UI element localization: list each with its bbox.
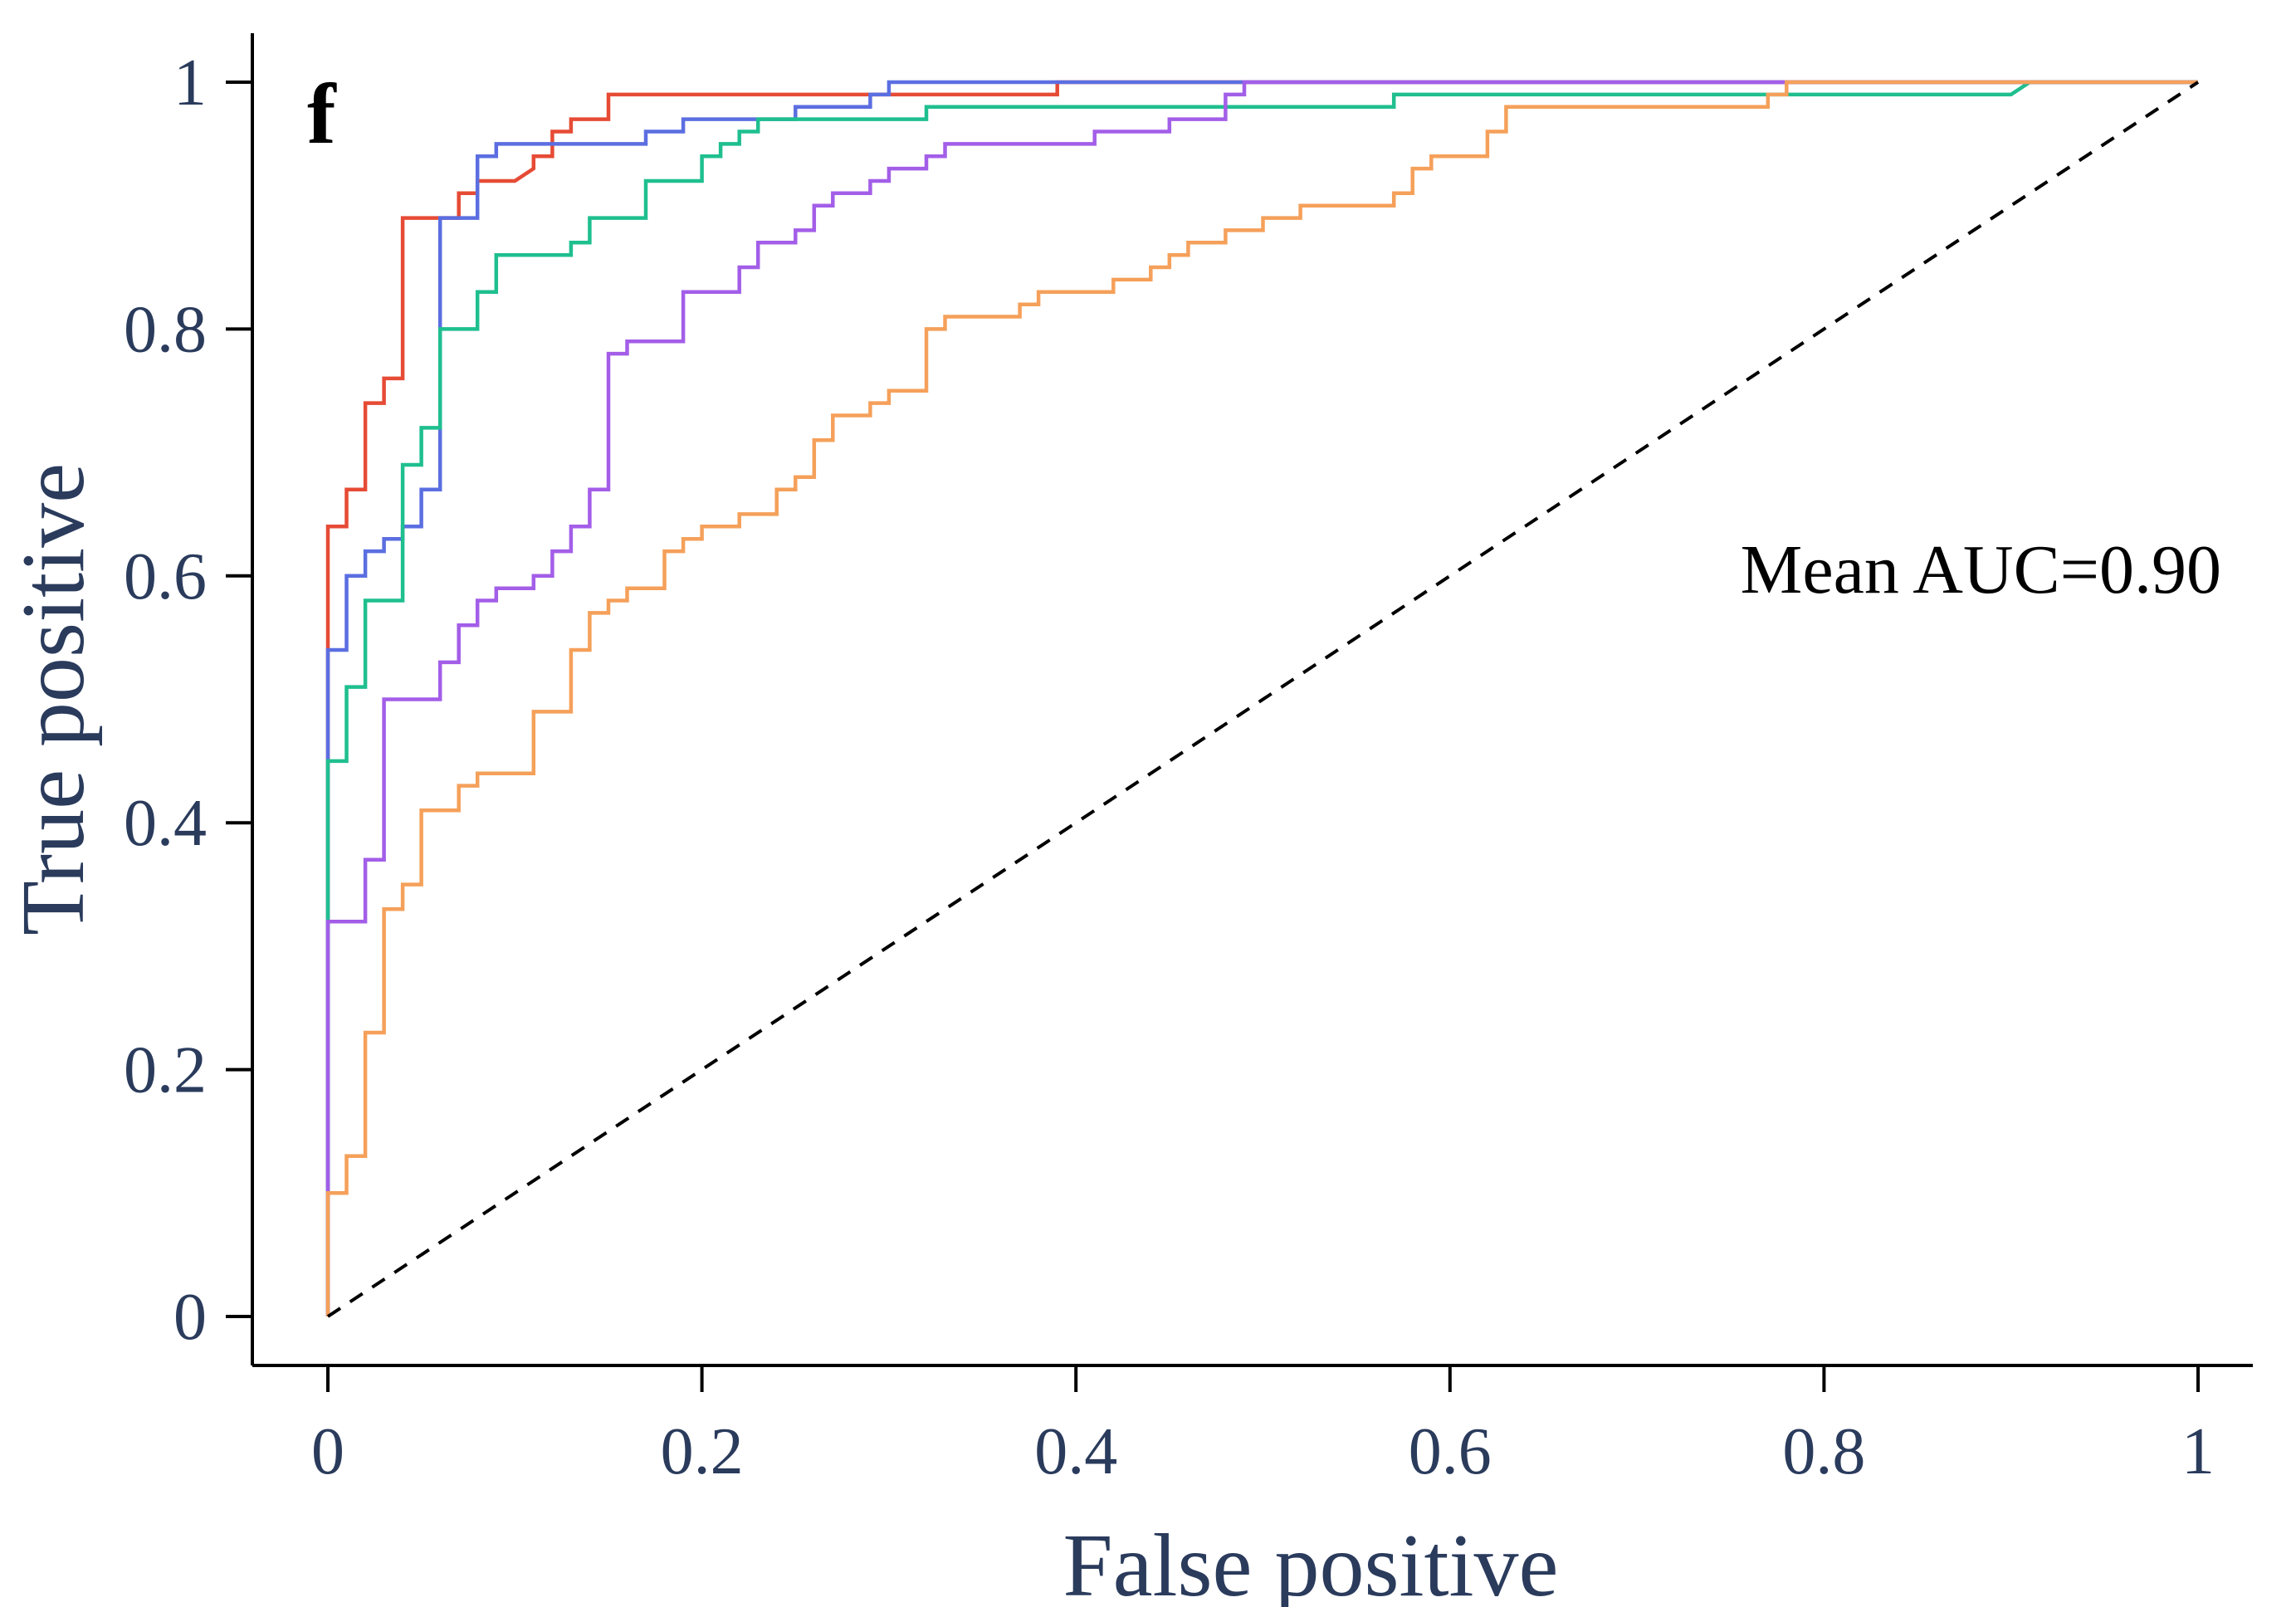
panel-letter: f [307, 66, 337, 162]
x-tick-label: 0.2 [661, 1415, 744, 1488]
y-tick-label: 0.8 [124, 293, 207, 366]
x-axis-ticks: 0 0.2 0.4 0.6 0.8 1 [311, 1365, 2215, 1488]
roc-curve-3 [325, 80, 2198, 1316]
y-tick-label: 0.2 [124, 1034, 207, 1107]
x-tick-label: 0.8 [1782, 1415, 1865, 1488]
x-tick-label: 0.6 [1409, 1415, 1492, 1488]
y-tick-label: 0.4 [124, 787, 207, 860]
y-tick-label: 1 [173, 46, 207, 120]
y-axis-title: True positive [4, 463, 103, 935]
roc-curves [325, 80, 2198, 1316]
x-tick-label: 0.4 [1034, 1415, 1117, 1488]
roc-curve-4 [325, 80, 2198, 1316]
x-tick-label: 0 [311, 1415, 344, 1488]
roc-curve-1 [325, 80, 2198, 1316]
roc-curve-5 [325, 80, 2198, 1316]
roc-curve-2 [325, 80, 2198, 1316]
mean-auc-annotation: Mean AUC=0.90 [1741, 531, 2221, 608]
x-tick-label: 1 [2181, 1415, 2215, 1488]
x-axis-title: False positive [1063, 1517, 1559, 1607]
y-axis-ticks: 0 0.2 0.4 0.6 0.8 1 [124, 46, 252, 1354]
y-tick-label: 0 [173, 1281, 207, 1354]
chance-diagonal-line [326, 81, 2200, 1318]
y-tick-label: 0.6 [124, 540, 207, 613]
